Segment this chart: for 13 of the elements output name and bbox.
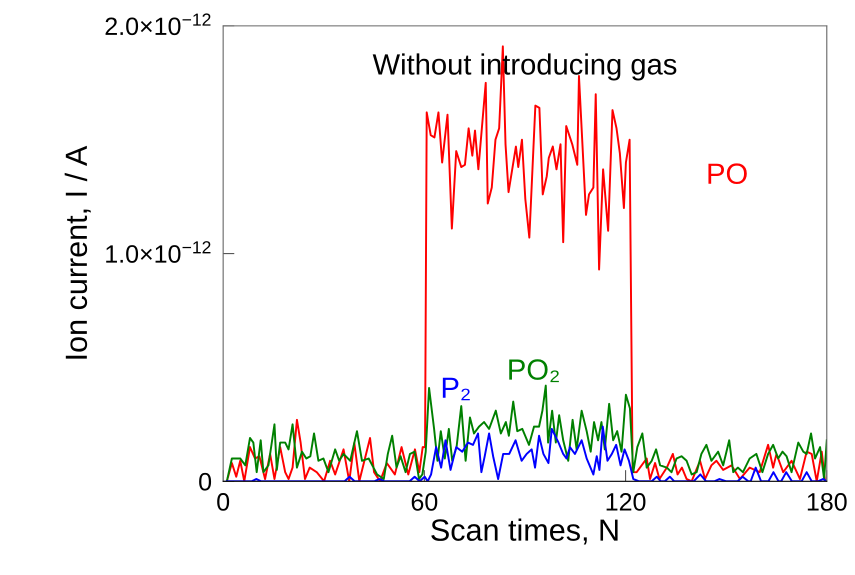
y-tick-label: 0: [199, 472, 212, 491]
x-tick-label: 120: [606, 493, 646, 511]
x-tick-label: 60: [412, 493, 438, 511]
y-tick-label: 2.0×10$^{−12}$: [106, 13, 210, 36]
x-tick-label: 180: [808, 493, 847, 511]
line-series: [226, 45, 826, 482]
series-label: P₂: [442, 378, 470, 400]
series-label: PO₂: [509, 359, 559, 382]
x-axis-title: Scan times, N: [431, 518, 618, 545]
text: PO: [708, 163, 747, 184]
x-tick-label: 0: [217, 493, 230, 511]
y-axis-title: Ion current, I / A: [64, 146, 91, 359]
y-tick-label: 1.0×10$^{−12}$: [106, 241, 210, 263]
